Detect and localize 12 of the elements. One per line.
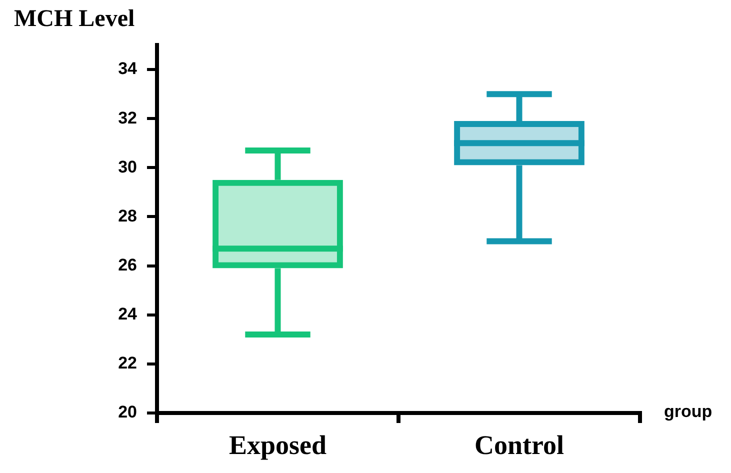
y-tick-label: 32 [118, 108, 137, 128]
y-tick-label: 30 [118, 157, 137, 176]
y-tick-label: 22 [118, 354, 137, 373]
y-tick-label: 20 [118, 402, 137, 422]
x-tick-label: Control [474, 430, 564, 460]
y-tick-label: 34 [118, 59, 138, 78]
x-axis-title: group [664, 402, 712, 422]
y-axis-title: MCH Level [14, 6, 135, 33]
y-tick-label: 28 [118, 206, 137, 226]
y-tick-label: 24 [118, 304, 138, 324]
x-tick-label: Exposed [228, 430, 327, 460]
y-tick-label: 26 [118, 255, 137, 274]
